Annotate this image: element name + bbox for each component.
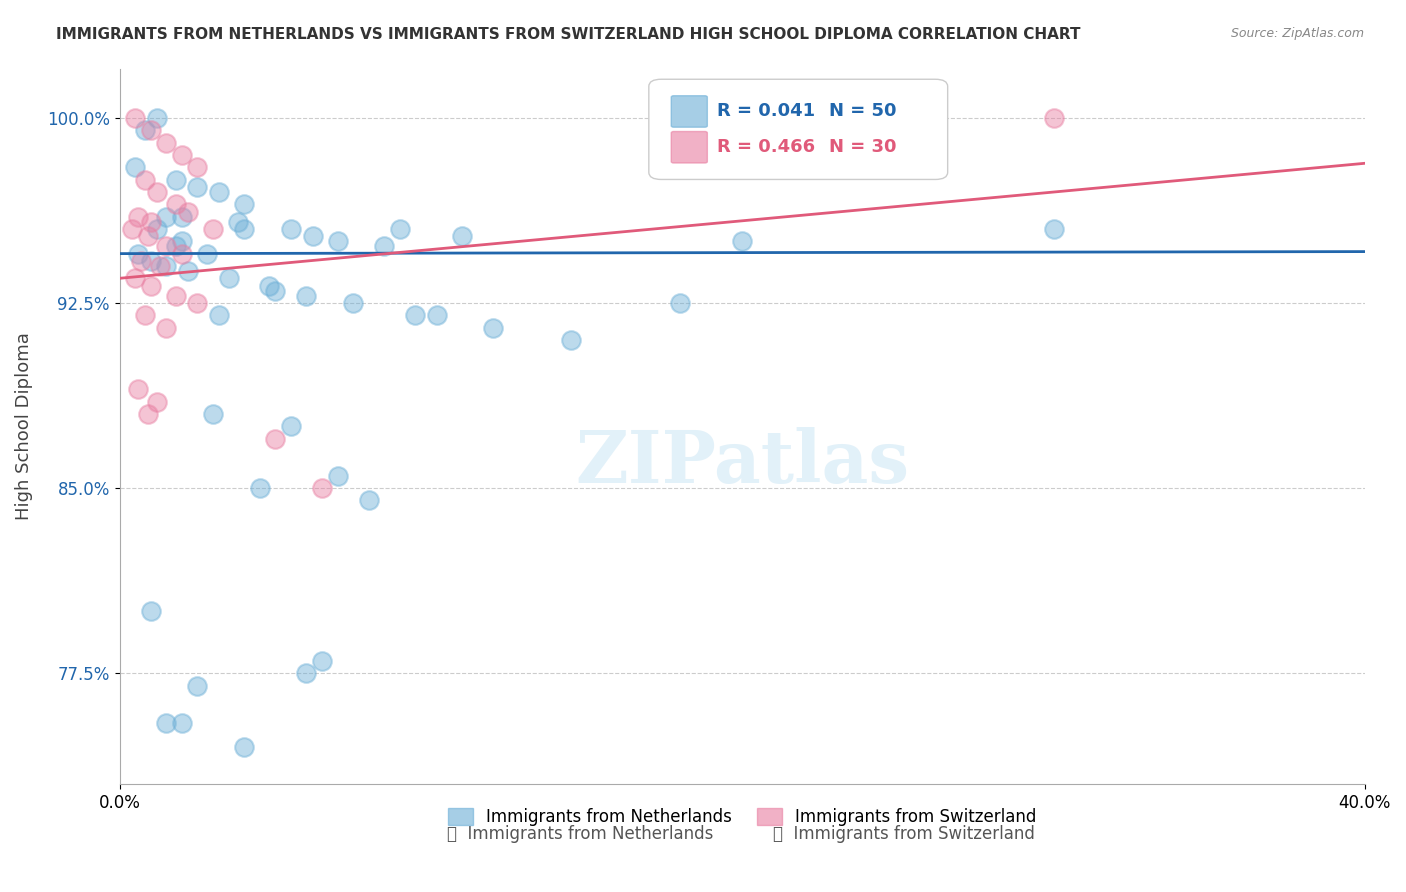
FancyBboxPatch shape [671, 95, 707, 128]
Point [186, 296, 208, 310]
Point [146, 185, 169, 199]
Point [170, 148, 193, 162]
Point [326, 234, 349, 248]
Point [124, 160, 146, 174]
Point [373, 239, 395, 253]
Point [134, 123, 156, 137]
Point [426, 308, 449, 322]
Text: ZIPatlas: ZIPatlas [575, 426, 910, 498]
Point [165, 172, 187, 186]
Point [146, 394, 169, 409]
Point [186, 180, 208, 194]
Point [233, 197, 256, 211]
Point [326, 468, 349, 483]
Point [669, 296, 692, 310]
Point [177, 264, 200, 278]
Point [146, 111, 169, 125]
Point [127, 383, 149, 397]
Point [149, 259, 172, 273]
Point [226, 214, 249, 228]
Text: Source: ZipAtlas.com: Source: ZipAtlas.com [1230, 27, 1364, 40]
Text: 🔴  Immigrants from Switzerland: 🔴 Immigrants from Switzerland [773, 825, 1035, 843]
Point [264, 284, 287, 298]
Point [127, 246, 149, 260]
Point [218, 271, 240, 285]
Point [201, 407, 224, 421]
Point [233, 222, 256, 236]
Point [170, 210, 193, 224]
Point [139, 123, 162, 137]
Point [121, 222, 143, 236]
Point [139, 278, 162, 293]
FancyBboxPatch shape [671, 131, 707, 163]
Point [201, 222, 224, 236]
Point [155, 210, 177, 224]
Point [301, 229, 323, 244]
Point [311, 654, 333, 668]
Text: R = 0.466: R = 0.466 [717, 138, 815, 156]
Y-axis label: High School Diploma: High School Diploma [15, 333, 32, 520]
FancyBboxPatch shape [648, 79, 948, 179]
Point [1042, 222, 1064, 236]
Point [482, 320, 505, 334]
Point [165, 288, 187, 302]
Point [146, 222, 169, 236]
Point [134, 308, 156, 322]
Point [131, 254, 153, 268]
Point [280, 419, 302, 434]
Point [155, 715, 177, 730]
Point [295, 288, 318, 302]
Point [124, 271, 146, 285]
Point [139, 605, 162, 619]
Point [155, 136, 177, 150]
Point [342, 296, 364, 310]
Point [155, 320, 177, 334]
Text: R = 0.041: R = 0.041 [717, 103, 815, 120]
Point [195, 246, 218, 260]
Point [264, 432, 287, 446]
Point [124, 111, 146, 125]
Point [155, 239, 177, 253]
Point [257, 278, 280, 293]
Point [186, 679, 208, 693]
Point [165, 197, 187, 211]
Point [136, 229, 159, 244]
Text: N = 50: N = 50 [830, 103, 897, 120]
Point [280, 222, 302, 236]
Point [451, 229, 474, 244]
Point [1042, 111, 1064, 125]
Legend: Immigrants from Netherlands, Immigrants from Switzerland: Immigrants from Netherlands, Immigrants … [441, 802, 1043, 833]
Point [208, 308, 231, 322]
Point [127, 210, 149, 224]
Point [170, 234, 193, 248]
Point [170, 246, 193, 260]
Point [136, 407, 159, 421]
Point [731, 234, 754, 248]
Point [249, 481, 271, 495]
Point [208, 185, 231, 199]
Text: N = 30: N = 30 [830, 138, 897, 156]
Point [560, 333, 582, 347]
Point [295, 666, 318, 681]
Point [177, 204, 200, 219]
Point [170, 715, 193, 730]
Point [404, 308, 426, 322]
Point [165, 239, 187, 253]
Point [139, 254, 162, 268]
Point [186, 160, 208, 174]
Point [155, 259, 177, 273]
Point [311, 481, 333, 495]
Point [139, 214, 162, 228]
Point [134, 172, 156, 186]
Point [233, 740, 256, 755]
Point [357, 493, 380, 508]
Text: IMMIGRANTS FROM NETHERLANDS VS IMMIGRANTS FROM SWITZERLAND HIGH SCHOOL DIPLOMA C: IMMIGRANTS FROM NETHERLANDS VS IMMIGRANT… [56, 27, 1081, 42]
Point [388, 222, 411, 236]
Text: 🔵  Immigrants from Netherlands: 🔵 Immigrants from Netherlands [447, 825, 713, 843]
